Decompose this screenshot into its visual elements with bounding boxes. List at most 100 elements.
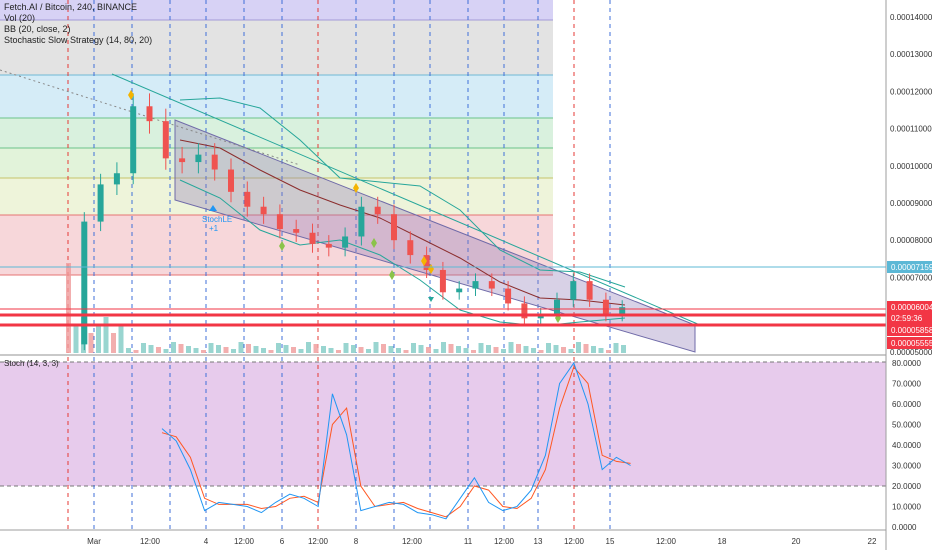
trend-line[interactable] — [111, 73, 701, 326]
indicator-vol[interactable]: Vol (20) — [4, 13, 36, 23]
fib-zones — [0, 0, 553, 275]
candle-body[interactable] — [586, 281, 593, 300]
diamond-marker — [279, 241, 285, 251]
stoch-tick: 50.0000 — [892, 421, 921, 430]
up-arrow-icon — [209, 205, 217, 211]
candle-body[interactable] — [228, 169, 234, 192]
fib-zone-6 — [0, 178, 553, 215]
volume-bar — [591, 346, 596, 353]
stoch-tick: 0.0000 — [892, 523, 917, 532]
candle-body[interactable] — [602, 299, 609, 315]
candle-body[interactable] — [211, 154, 218, 170]
price-badge-label: 0.00007159 — [891, 263, 932, 272]
volume-bar — [606, 350, 611, 353]
volume-bar — [388, 346, 394, 353]
volume-bar — [538, 350, 544, 353]
stoch-band — [0, 362, 886, 486]
candle-body[interactable] — [309, 232, 316, 244]
indicator-bb[interactable]: BB (20, close, 2) — [4, 24, 71, 34]
price-tick: 0.00012000 — [890, 87, 932, 96]
osc-title[interactable]: Stoch (14, 3, 3) — [4, 359, 59, 368]
price-badge-label: 0.00006004 — [891, 303, 932, 312]
symbol-title[interactable]: Fetch.AI / Bitcoin, 240, BINANCE — [4, 2, 138, 12]
price-tick: 0.00013000 — [890, 50, 932, 59]
price-tick: 0.00007000 — [890, 273, 932, 282]
candle-body[interactable] — [358, 206, 365, 237]
candle-body[interactable] — [439, 269, 446, 293]
price-tick: 0.00005000 — [890, 348, 932, 357]
candle-body[interactable] — [113, 173, 120, 185]
candle-body[interactable] — [505, 288, 512, 304]
volume-bar — [351, 345, 356, 353]
indicator-strategy[interactable]: Stochastic Slow Strategy (14, 80, 20) — [4, 35, 153, 45]
volume-bar — [418, 345, 424, 353]
volume-bar — [201, 350, 206, 353]
fib-zone-3 — [0, 75, 553, 118]
date-tick: 12:00 — [140, 537, 161, 546]
volume-bar — [313, 344, 319, 353]
date-tick: 6 — [280, 537, 285, 546]
candle-body[interactable] — [325, 243, 332, 248]
chart-legend: Fetch.AI / Bitcoin, 240, BINANCE Vol (20… — [4, 2, 152, 46]
volume-bar — [336, 350, 341, 353]
volume-bar — [73, 325, 79, 353]
volume-bar — [433, 349, 439, 353]
fib-zone-1 — [0, 0, 553, 20]
candle-body[interactable] — [244, 191, 251, 207]
candle-body[interactable] — [488, 281, 495, 289]
volume-bar — [568, 349, 574, 353]
price-badge-label: 02:59:36 — [891, 314, 923, 323]
date-tick: 15 — [606, 537, 615, 546]
diamond-marker — [128, 90, 134, 100]
volume-bar — [283, 345, 289, 353]
candle-body[interactable] — [472, 281, 479, 289]
volume-bar — [96, 325, 101, 353]
candle-body[interactable] — [407, 240, 414, 256]
bb-basis — [179, 139, 626, 306]
candle-body[interactable] — [374, 206, 381, 215]
candle-body[interactable] — [521, 303, 528, 319]
price-badge — [887, 261, 932, 273]
volume-bar — [111, 333, 116, 353]
candle-body[interactable] — [276, 214, 283, 230]
candle-body[interactable] — [179, 158, 186, 163]
down-arrow-icon — [428, 297, 434, 302]
volume-bar — [103, 317, 109, 353]
volume-bar — [613, 343, 619, 353]
stoch-tick: 30.0000 — [892, 462, 921, 471]
candle-body[interactable] — [81, 221, 88, 345]
bb-upper-band — [179, 97, 626, 288]
candle-body[interactable] — [195, 154, 202, 163]
candle-body[interactable] — [260, 206, 267, 215]
volume-bar — [343, 343, 349, 353]
regression-channel[interactable] — [174, 119, 696, 353]
time-axis[interactable]: Mar 12:00 4 12:00 6 12:00 8 12:00 11 12:00 13 12:00… — [87, 537, 877, 546]
price-tick: 0.00009000 — [890, 199, 932, 208]
volume-bar — [373, 342, 379, 353]
fib-zone-7 — [0, 215, 553, 275]
volume-bar — [118, 325, 124, 353]
candle-body[interactable] — [130, 106, 137, 174]
candle-body[interactable] — [162, 121, 169, 159]
candle-body[interactable] — [456, 288, 463, 293]
candle-body[interactable] — [391, 214, 397, 241]
date-tick: 20 — [792, 537, 801, 546]
volume-bar — [208, 343, 214, 353]
stoch-axis[interactable]: 80.0000 70.0000 60.0000 50.0000 40.0000 30.00… — [892, 359, 921, 532]
candle-body[interactable] — [146, 106, 153, 122]
candlesticks[interactable] — [81, 93, 626, 351]
candle-body[interactable] — [342, 236, 349, 248]
candle-body[interactable] — [570, 281, 577, 300]
volume-bar — [141, 343, 146, 353]
candle-body[interactable] — [554, 299, 560, 315]
date-tick: 8 — [354, 537, 359, 546]
volume-bar — [486, 345, 491, 353]
candle-body[interactable] — [423, 255, 430, 270]
volume-bar — [456, 346, 461, 353]
candle-body[interactable] — [97, 184, 104, 222]
candle-body[interactable] — [619, 307, 626, 315]
candle-body[interactable] — [293, 229, 300, 233]
price-tick: 0.00014000 — [890, 13, 932, 22]
diamond-marker — [353, 183, 359, 193]
